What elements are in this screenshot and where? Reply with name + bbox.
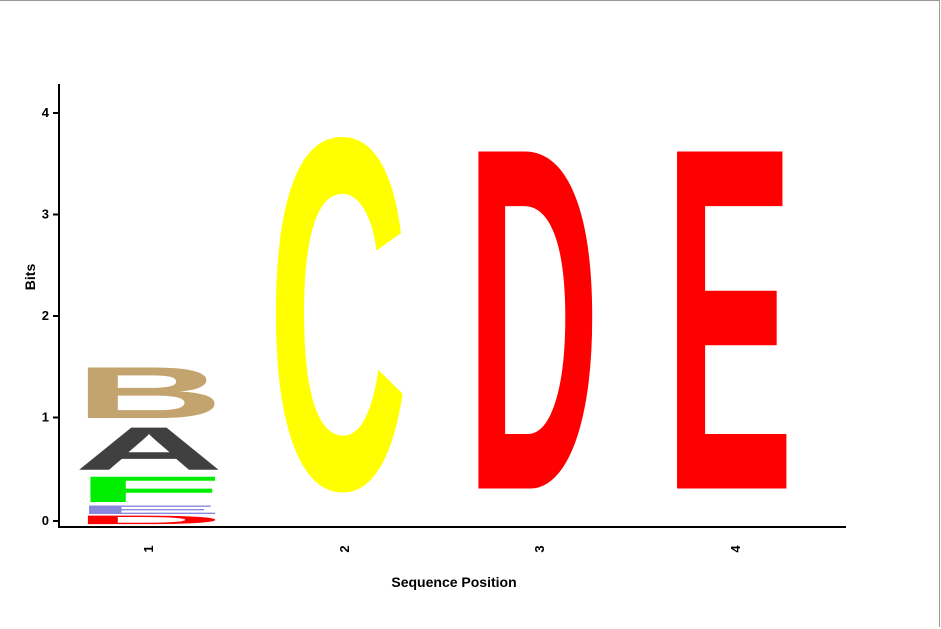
logo-letter-e: E xyxy=(74,503,224,517)
y-axis-label: Bits xyxy=(22,264,38,291)
x-tick-label: 3 xyxy=(532,545,547,552)
logo-letter-b: B xyxy=(74,352,224,434)
logo-letter-a: A xyxy=(74,415,224,483)
logo-letter-f: F xyxy=(74,469,224,510)
logo-letter-c: C xyxy=(268,32,408,594)
y-tick-label: 2 xyxy=(42,308,49,323)
y-tick-label: 3 xyxy=(42,207,49,222)
x-axis-label: Sequence Position xyxy=(391,574,516,590)
y-tick-label: 4 xyxy=(42,105,50,120)
y-tick-label: 1 xyxy=(42,410,49,425)
x-tick-label: 4 xyxy=(728,545,743,553)
x-tick-label: 1 xyxy=(141,545,156,552)
x-tick-label: 2 xyxy=(337,545,352,552)
logo-letter-e: E xyxy=(664,46,794,593)
logo-letter-d: D xyxy=(74,513,224,527)
y-tick-label: 0 xyxy=(42,513,49,528)
logo-letter-d: D xyxy=(466,47,600,593)
